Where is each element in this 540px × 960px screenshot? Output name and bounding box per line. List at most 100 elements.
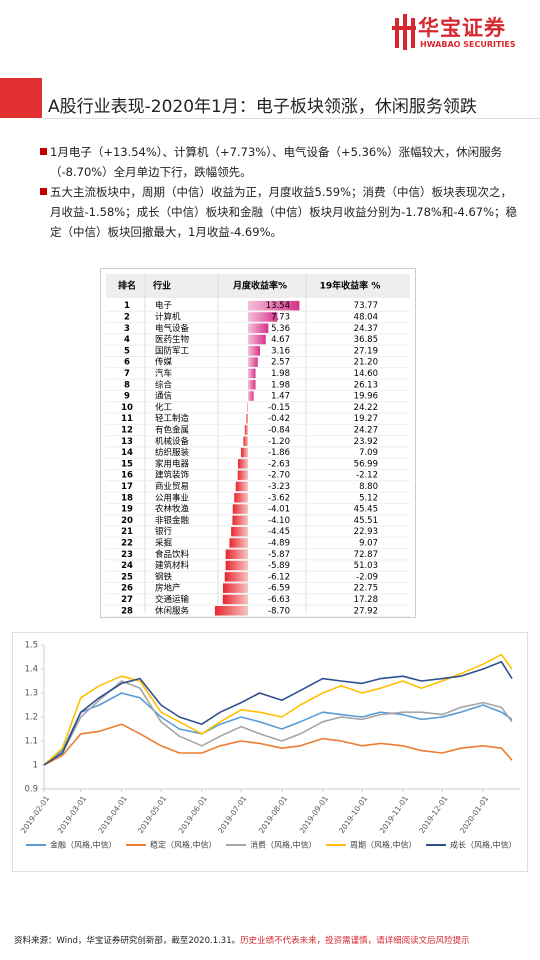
return-bar xyxy=(229,538,248,548)
annual-return: 22.93 xyxy=(354,527,378,537)
rank: 13 xyxy=(121,437,133,447)
bullet: 五大主流板块中，周期（中信）收益为正，月度收益5.59%；消费（中信）板块表现次… xyxy=(40,182,518,242)
annual-return: 27.92 xyxy=(354,606,378,616)
annual-return: 9.07 xyxy=(359,538,378,548)
industry: 食品饮料 xyxy=(155,549,190,560)
series-line xyxy=(43,692,513,766)
annual-return: 24.22 xyxy=(354,403,378,413)
rank: 3 xyxy=(124,324,130,334)
monthly-return: -0.42 xyxy=(268,414,290,424)
rank: 25 xyxy=(121,572,133,582)
annual-return: 51.03 xyxy=(354,561,378,571)
monthly-return: -0.84 xyxy=(268,425,290,435)
annual-return: 45.45 xyxy=(354,505,378,515)
rank: 16 xyxy=(121,471,133,481)
industry: 化工 xyxy=(155,402,173,413)
rank: 26 xyxy=(121,584,133,594)
industry-table: 排名 行业 月度收益率% 19年收益率 % 1 电子 13.54 73.77 2 计算机 7.73 4… xyxy=(100,268,416,618)
monthly-return: -6.63 xyxy=(268,595,290,605)
y-tick-label: 1.2 xyxy=(24,713,38,723)
rank: 17 xyxy=(121,482,133,492)
return-bar xyxy=(248,312,278,322)
industry: 家用电器 xyxy=(155,458,190,469)
monthly-return: -5.87 xyxy=(268,550,290,560)
annual-return: 5.12 xyxy=(359,493,378,503)
rank: 9 xyxy=(124,392,130,402)
industry: 房地产 xyxy=(155,583,181,594)
logo-icon xyxy=(392,14,416,50)
industry: 银行 xyxy=(155,526,173,537)
rank: 20 xyxy=(121,516,133,526)
return-bar xyxy=(248,391,254,401)
rank: 21 xyxy=(121,527,133,537)
monthly-return: -1.20 xyxy=(268,437,290,447)
annual-return: 48.04 xyxy=(354,312,378,322)
annual-return: 24.37 xyxy=(354,324,378,334)
industry: 采掘 xyxy=(155,537,172,548)
brand: 华宝证券 xyxy=(418,16,506,40)
return-bar xyxy=(248,323,269,333)
industry: 交通运输 xyxy=(155,594,190,605)
column-header: 行业 xyxy=(152,280,171,292)
rank: 15 xyxy=(121,459,133,469)
annual-return: 17.28 xyxy=(354,595,378,605)
monthly-return: 1.47 xyxy=(271,392,290,402)
series-line xyxy=(43,680,513,766)
annual-return: 24.27 xyxy=(354,425,378,435)
series-line xyxy=(43,653,513,766)
industry: 汽车 xyxy=(155,368,172,379)
monthly-return: 7.73 xyxy=(271,312,290,322)
return-bar xyxy=(238,459,248,469)
return-bar xyxy=(248,346,261,356)
y-tick-label: 1.4 xyxy=(24,665,38,675)
return-bar xyxy=(235,481,248,492)
legend-label: 金融（风格,中信） xyxy=(50,840,117,850)
industry: 传媒 xyxy=(155,357,173,368)
y-tick-label: 0.9 xyxy=(24,785,38,795)
monthly-return: 13.54 xyxy=(266,301,290,311)
rank: 2 xyxy=(124,312,130,322)
annual-return: 22.75 xyxy=(354,584,378,594)
industry: 电气设备 xyxy=(155,323,190,334)
rank: 12 xyxy=(121,425,133,435)
monthly-return: -4.89 xyxy=(268,538,290,548)
return-bar xyxy=(222,583,248,593)
source: 资料来源：Wind，华宝证券研究创新部，截至2020.1.31。 xyxy=(14,936,241,946)
industry: 轻工制造 xyxy=(155,413,190,424)
industry: 医药生物 xyxy=(155,334,190,345)
industry: 综合 xyxy=(155,379,173,390)
industry: 休闲服务 xyxy=(155,605,190,616)
annual-return: 7.09 xyxy=(359,448,378,458)
rank: 18 xyxy=(121,493,133,503)
monthly-return: -3.23 xyxy=(268,482,290,492)
return-bar xyxy=(248,300,300,311)
footer: 资料来源：Wind，华宝证券研究创新部，截至2020.1.31。历史业绩不代表未… xyxy=(14,934,470,946)
rank: 5 xyxy=(124,346,130,356)
monthly-return: 3.16 xyxy=(271,346,290,356)
monthly-return: -4.01 xyxy=(268,505,290,515)
monthly-return: -4.45 xyxy=(268,527,290,537)
brand-en: HWABAO SECURITIES xyxy=(420,40,516,49)
title-rule xyxy=(42,118,540,119)
return-bar xyxy=(222,594,248,605)
y-tick-label: 1.1 xyxy=(24,737,38,747)
return-bar xyxy=(243,436,248,446)
rank: 4 xyxy=(124,335,130,345)
page-title: A股行业表现-2020年1月：电子板块领涨，休闲服务领跌 xyxy=(48,97,477,117)
rank: 24 xyxy=(121,561,133,571)
annual-return: -2.09 xyxy=(356,572,378,582)
return-bar xyxy=(244,425,248,435)
rank: 6 xyxy=(124,358,130,368)
title-block xyxy=(0,78,42,118)
return-bar xyxy=(237,470,248,480)
rank: 10 xyxy=(121,403,133,413)
return-bar xyxy=(214,606,248,616)
return-bar xyxy=(247,402,248,413)
disclaimer: 历史业绩不代表未来，投资需谨慎，请详细阅读文后风险提示 xyxy=(240,936,470,946)
return-bar xyxy=(248,334,266,345)
return-bar xyxy=(231,526,248,537)
y-tick-label: 1.3 xyxy=(24,689,38,699)
table-header-bg xyxy=(106,274,410,298)
industry: 农林牧渔 xyxy=(155,504,190,515)
